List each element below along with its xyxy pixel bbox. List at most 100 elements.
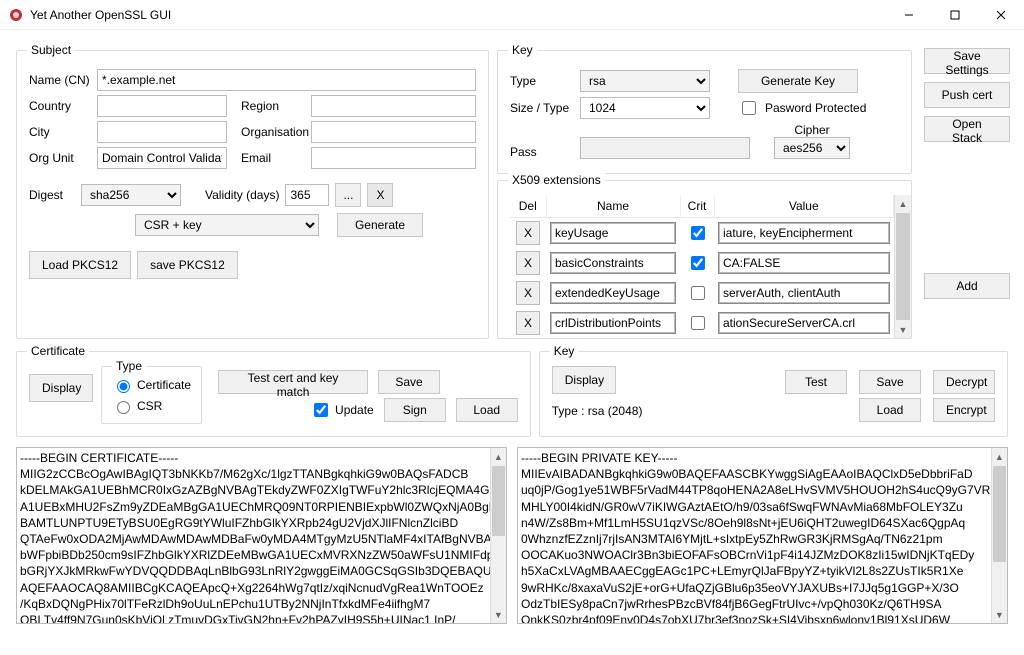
maximize-button[interactable] bbox=[932, 0, 978, 29]
scroll-up-icon[interactable]: ▲ bbox=[992, 448, 1007, 465]
ext-value-input[interactable] bbox=[718, 312, 890, 334]
orgunit-label: Org Unit bbox=[29, 151, 91, 165]
cert-load-button[interactable]: Load bbox=[456, 398, 518, 422]
generate-button[interactable]: Generate bbox=[337, 213, 423, 237]
delete-ext-button[interactable]: X bbox=[516, 251, 540, 275]
col-value: Value bbox=[714, 195, 894, 218]
key-size-label: Size / Type bbox=[510, 101, 574, 115]
key-type-select[interactable]: rsa bbox=[580, 70, 710, 92]
key-panel: Key Display Type : rsa (2048) Test Save … bbox=[539, 351, 1008, 437]
scroll-down-icon[interactable]: ▼ bbox=[992, 606, 1007, 623]
region-input[interactable] bbox=[311, 95, 476, 117]
ext-name-input[interactable] bbox=[550, 312, 676, 334]
key-test-button[interactable]: Test bbox=[785, 370, 847, 394]
key-scrollbar[interactable]: ▲ ▼ bbox=[991, 448, 1007, 623]
email-input[interactable] bbox=[311, 147, 476, 169]
ext-value-input[interactable] bbox=[718, 282, 890, 304]
validity-label: Validity (days) bbox=[205, 188, 279, 202]
certificate-legend: Certificate bbox=[27, 344, 89, 358]
scroll-up-icon[interactable]: ▲ bbox=[895, 195, 911, 212]
scroll-down-icon[interactable]: ▼ bbox=[895, 321, 911, 338]
cert-display-button[interactable]: Display bbox=[29, 374, 93, 402]
clear-button[interactable]: X bbox=[367, 183, 393, 207]
key-config-legend: Key bbox=[508, 43, 537, 57]
mode-select[interactable]: CSR + key bbox=[135, 214, 319, 236]
certificate-textarea[interactable] bbox=[17, 448, 490, 623]
key-size-select[interactable]: 1024 bbox=[580, 97, 710, 119]
ext-crit-checkbox[interactable] bbox=[691, 286, 705, 300]
add-extension-button[interactable]: Add bbox=[924, 273, 1010, 299]
org-input[interactable] bbox=[311, 121, 476, 143]
delete-ext-button[interactable]: X bbox=[516, 221, 540, 245]
digest-select[interactable]: sha256 bbox=[81, 184, 181, 206]
cipher-label: Cipher bbox=[774, 123, 850, 137]
key-load-button[interactable]: Load bbox=[859, 398, 921, 422]
city-input[interactable] bbox=[97, 121, 227, 143]
digest-label: Digest bbox=[29, 188, 75, 202]
minimize-button[interactable] bbox=[886, 0, 932, 29]
ext-name-input[interactable] bbox=[550, 252, 676, 274]
scroll-thumb[interactable] bbox=[492, 466, 505, 536]
radio-certificate-label: Certificate bbox=[137, 378, 191, 392]
scroll-up-icon[interactable]: ▲ bbox=[491, 448, 506, 465]
radio-certificate[interactable]: Certificate bbox=[112, 377, 191, 393]
region-label: Region bbox=[241, 99, 305, 113]
extensions-scrollbar[interactable]: ▲ ▼ bbox=[894, 195, 911, 338]
subject-legend: Subject bbox=[27, 43, 75, 57]
cert-save-button[interactable]: Save bbox=[378, 370, 440, 394]
save-settings-button[interactable]: Save Settings bbox=[924, 48, 1010, 74]
delete-ext-button[interactable]: X bbox=[516, 311, 540, 335]
push-cert-button[interactable]: Push cert bbox=[924, 82, 1010, 108]
cn-input[interactable] bbox=[97, 69, 476, 91]
titlebar: Yet Another OpenSSL GUI bbox=[0, 0, 1024, 30]
cipher-select[interactable]: aes256 bbox=[774, 137, 850, 159]
test-match-button[interactable]: Test cert and key match bbox=[218, 370, 368, 394]
cert-scrollbar[interactable]: ▲ ▼ bbox=[490, 448, 506, 623]
col-del: Del bbox=[510, 195, 546, 218]
encrypt-button[interactable]: Encrypt bbox=[933, 398, 995, 422]
generate-key-button[interactable]: Generate Key bbox=[738, 69, 858, 93]
key-type-label: Type bbox=[510, 74, 574, 88]
scroll-thumb[interactable] bbox=[993, 466, 1006, 562]
ext-crit-checkbox[interactable] bbox=[691, 316, 705, 330]
ext-crit-checkbox[interactable] bbox=[691, 226, 705, 240]
decrypt-button[interactable]: Decrypt bbox=[933, 370, 995, 394]
open-stack-button[interactable]: Open Stack bbox=[924, 116, 1010, 142]
extension-row: X bbox=[510, 308, 894, 338]
cn-label: Name (CN) bbox=[29, 73, 91, 87]
ext-name-input[interactable] bbox=[550, 222, 676, 244]
ext-value-input[interactable] bbox=[718, 252, 890, 274]
col-crit: Crit bbox=[680, 195, 714, 218]
col-name: Name bbox=[546, 195, 680, 218]
country-input[interactable] bbox=[97, 95, 227, 117]
ext-crit-checkbox[interactable] bbox=[691, 256, 705, 270]
key-display-button[interactable]: Display bbox=[552, 366, 616, 394]
validity-input[interactable] bbox=[285, 184, 329, 206]
delete-ext-button[interactable]: X bbox=[516, 281, 540, 305]
scroll-down-icon[interactable]: ▼ bbox=[491, 606, 506, 623]
ext-value-input[interactable] bbox=[718, 222, 890, 244]
city-label: City bbox=[29, 125, 91, 139]
pass-label: Pass bbox=[510, 145, 574, 159]
update-checkbox[interactable]: Update bbox=[310, 400, 374, 420]
cert-type-group: Type Certificate CSR bbox=[101, 366, 202, 424]
load-pkcs12-button[interactable]: Load PKCS12 bbox=[29, 251, 131, 279]
update-label: Update bbox=[335, 403, 374, 417]
ext-name-input[interactable] bbox=[550, 282, 676, 304]
radio-csr[interactable]: CSR bbox=[112, 398, 162, 414]
sign-button[interactable]: Sign bbox=[384, 398, 446, 422]
extension-row: X bbox=[510, 278, 894, 308]
key-textarea[interactable] bbox=[518, 448, 991, 623]
cert-type-legend: Type bbox=[112, 359, 146, 373]
browse-button[interactable]: ... bbox=[335, 183, 361, 207]
pw-protected-checkbox[interactable] bbox=[742, 101, 756, 115]
orgunit-input[interactable] bbox=[97, 147, 227, 169]
pass-input bbox=[580, 137, 750, 159]
scroll-thumb[interactable] bbox=[896, 213, 910, 320]
key-save-button[interactable]: Save bbox=[859, 370, 921, 394]
key-config-group: Key Type rsa Generate Key Size / Type 10… bbox=[497, 50, 912, 174]
radio-csr-label: CSR bbox=[137, 399, 162, 413]
close-button[interactable] bbox=[978, 0, 1024, 29]
save-pkcs12-button[interactable]: save PKCS12 bbox=[137, 251, 238, 279]
key-panel-legend: Key bbox=[550, 344, 579, 358]
